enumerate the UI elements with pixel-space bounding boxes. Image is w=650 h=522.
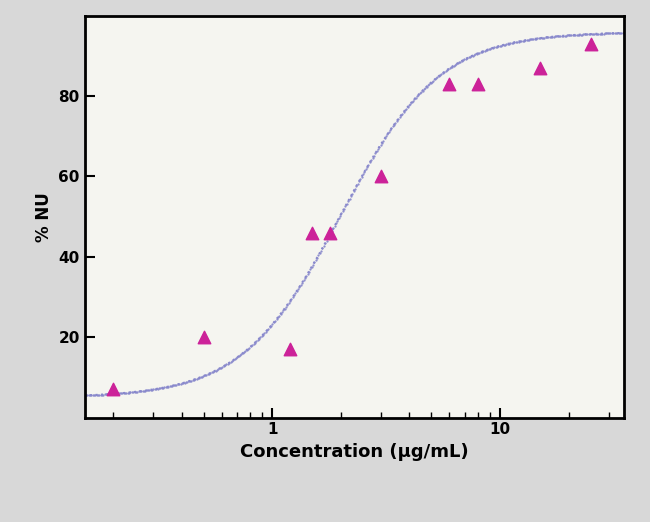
Point: [445, 80, 455, 88]
Point: [473, 80, 483, 88]
Point: [376, 172, 386, 181]
Point: [535, 64, 545, 72]
Point: [198, 333, 209, 341]
Point: [325, 229, 335, 237]
Y-axis label: % NU: % NU: [34, 192, 53, 242]
Point: [108, 385, 118, 394]
Point: [586, 40, 596, 48]
Point: [285, 345, 296, 353]
Point: [307, 229, 318, 237]
X-axis label: Concentration (μg/mL): Concentration (μg/mL): [240, 443, 469, 461]
